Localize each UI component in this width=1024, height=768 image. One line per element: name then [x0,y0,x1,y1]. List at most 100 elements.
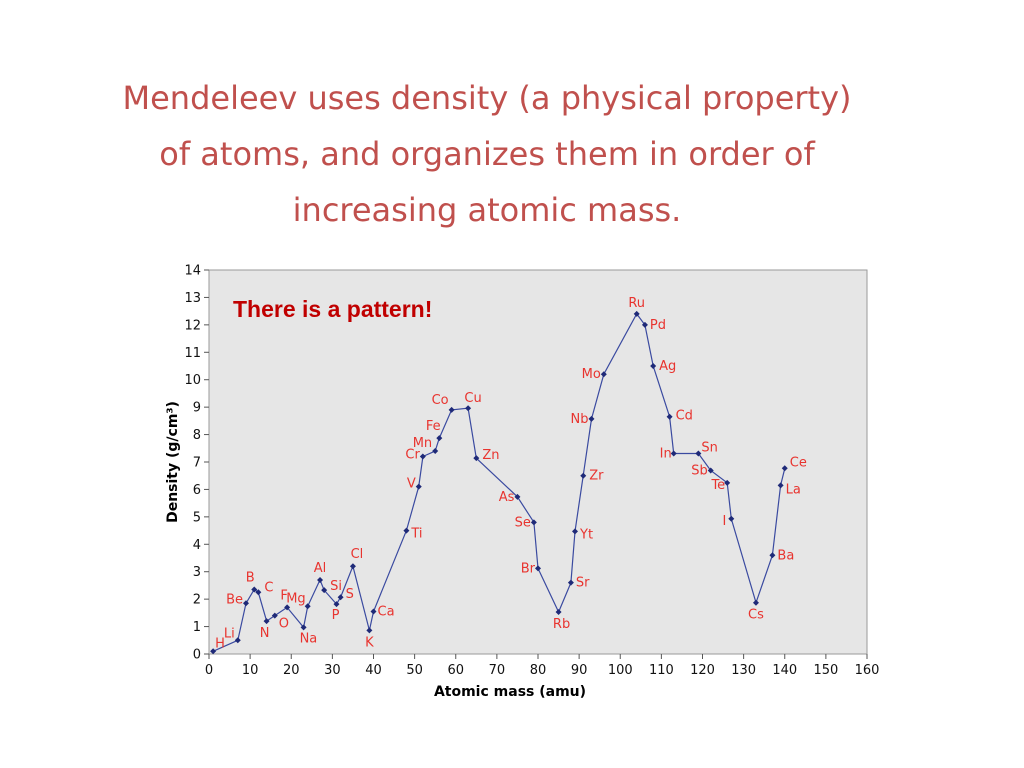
data-point-marker [419,453,426,460]
point-label: C [264,580,273,595]
y-tick-label: 4 [193,538,201,553]
slide-title-line: increasing atomic mass. [292,191,682,229]
y-tick-label: 5 [193,510,201,525]
x-tick-label: 110 [649,663,674,678]
point-label: K [365,635,374,650]
axes: 0 10 20 30 40 50 60 70 80 90 100 110 120 130 140 150 160… [184,264,879,679]
y-tick-label: 6 [193,483,201,498]
point-label: H [215,636,225,651]
point-label: Se [515,515,531,530]
plot-area [208,269,868,655]
data-point-marker [251,586,258,593]
point-label: Al [314,561,327,576]
data-point-marker [514,493,521,500]
x-tick-label: 10 [242,663,259,678]
point-label: Mn [413,436,432,451]
y-tick-label: 14 [184,264,201,279]
data-point-marker [781,465,788,472]
point-label: Sn [701,440,718,455]
point-label: Zr [589,469,604,484]
x-tick-label: 90 [571,663,588,678]
data-point-marker [403,527,410,534]
point-label: Te [710,478,725,493]
point-label: B [246,571,255,586]
point-label: Mg [286,591,305,606]
data-point-marker [670,450,677,457]
data-point-marker [769,552,776,559]
data-point-marker [633,310,640,317]
data-point-marker [600,371,607,378]
data-point-marker [535,565,541,572]
point-label: Zn [482,448,499,463]
point-label: Ti [410,527,422,542]
point-label: V [407,477,416,492]
point-label: As [499,490,515,505]
data-point-marker [572,528,579,535]
pattern-callout: There is a pattern! [233,296,432,322]
data-point-marker [284,604,291,611]
point-label: Sr [576,576,590,591]
y-tick-label: 12 [184,318,201,333]
point-label: Co [432,393,449,408]
x-tick-label: 70 [489,663,506,678]
data-point-marker [255,589,262,596]
point-label: Nb [570,412,588,427]
point-label: Yt [579,527,593,542]
x-axis-title: Atomic mass (amu) [434,684,586,700]
data-point-marker [650,363,657,369]
x-tick-label: 120 [690,663,715,678]
x-tick-label: 160 [855,663,880,678]
data-series [210,310,788,655]
data-point-marker [588,415,595,422]
x-tick-label: 150 [813,663,838,678]
point-label: Cd [676,409,693,424]
point-label: Rb [553,617,570,632]
data-point-marker [530,519,537,526]
point-label: Cu [464,391,481,406]
data-point-marker [321,587,328,594]
data-point-marker [473,455,480,462]
point-label: Cl [351,547,364,562]
data-point-marker [728,515,735,522]
x-tick-label: 80 [530,663,547,678]
data-point-marker [304,603,311,610]
data-point-marker [580,472,587,479]
y-tick-label: 11 [184,346,201,361]
y-tick-label: 1 [193,620,201,635]
data-point-marker [370,608,377,615]
point-label: Fe [426,419,441,434]
data-point-marker [415,483,422,490]
point-label: Sb [691,464,708,479]
x-tick-label: 60 [447,663,464,678]
data-point-marker [567,579,574,586]
y-tick-label: 8 [193,428,201,443]
point-label: Li [224,626,235,641]
data-point-marker [333,601,340,608]
point-label: Ce [790,455,807,470]
point-label: Ba [777,548,794,563]
point-label: In [660,446,672,461]
x-tick-label: 100 [608,663,633,678]
point-label: Cs [748,608,764,623]
data-point-marker [271,612,278,619]
point-label: Ag [659,359,676,374]
point-label: Be [226,592,243,607]
x-tick-label: 30 [324,663,341,678]
density-chart: 0 10 20 30 40 50 60 70 80 90 100 110 120 130 140 150 160… [165,264,879,701]
data-point-marker [337,594,344,601]
data-point-marker [707,467,714,474]
y-tick-label: 0 [193,648,201,663]
data-point-marker [234,637,241,644]
data-point-marker [465,405,472,412]
point-label: N [260,626,270,641]
data-point-marker [263,618,270,625]
y-tick-label: 7 [193,456,201,471]
x-tick-label: 50 [406,663,423,678]
slide-title: Mendeleev uses density (a physical prope… [72,70,902,238]
y-tick-label: 13 [184,291,201,306]
y-tick-label: 3 [193,565,201,580]
point-label: Si [330,579,342,594]
slide-title-line: Mendeleev uses density (a physical prope… [122,79,852,117]
data-point-marker [366,627,373,634]
point-label: Pd [650,318,666,333]
